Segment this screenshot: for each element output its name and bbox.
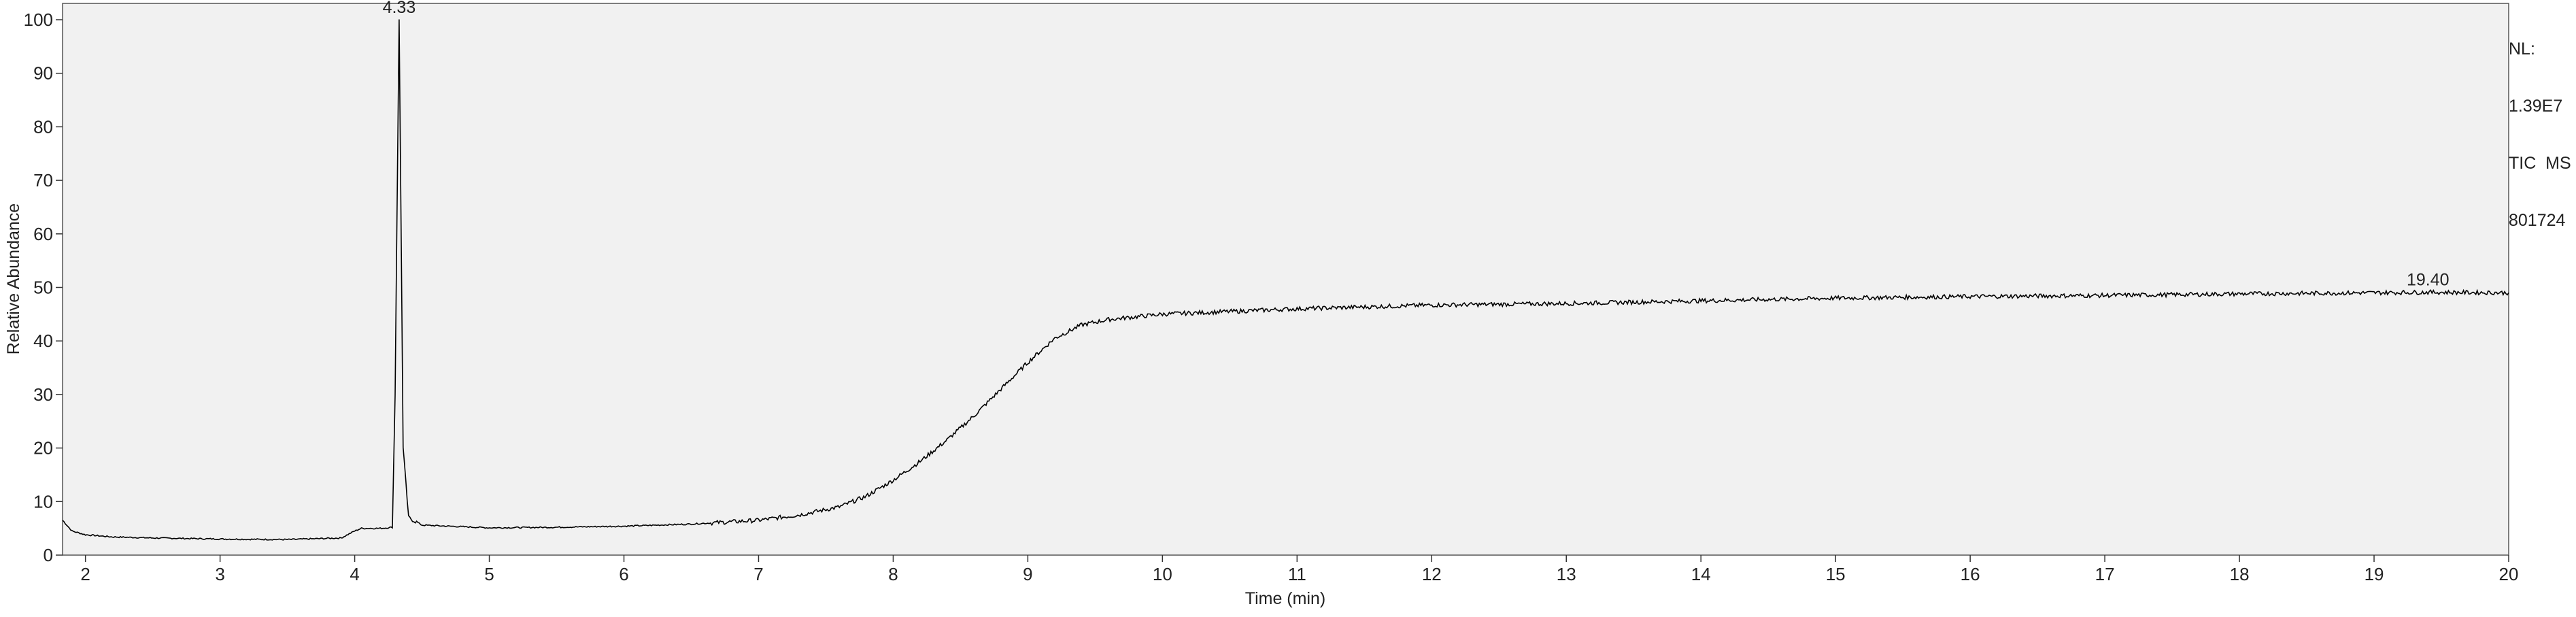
x-tick-label: 5 xyxy=(484,564,494,584)
nl-value: 1.39E7 xyxy=(2509,97,2563,116)
y-tick-label: 60 xyxy=(33,224,53,244)
y-axis-label: Relative Abundance xyxy=(4,203,23,354)
peak-label: 19.40 xyxy=(2407,271,2450,290)
x-tick-label: 10 xyxy=(1153,564,1172,584)
x-tick-label: 15 xyxy=(1826,564,1846,584)
x-axis-label: Time (min) xyxy=(1245,589,1326,608)
x-tick-label: 6 xyxy=(619,564,628,584)
x-tick-label: 19 xyxy=(2365,564,2384,584)
x-tick-label: 2 xyxy=(80,564,90,584)
nl-label: NL: xyxy=(2509,39,2535,59)
x-tick-label: 12 xyxy=(1422,564,1442,584)
x-tick-label: 8 xyxy=(888,564,898,584)
scan-type: TIC MS xyxy=(2509,154,2571,173)
x-tick-label: 20 xyxy=(2499,564,2519,584)
info-panel: NL: 1.39E7 TIC MS 801724 xyxy=(2509,1,2571,249)
x-tick-label: 7 xyxy=(753,564,763,584)
y-tick-label: 40 xyxy=(33,331,53,351)
y-tick-label: 50 xyxy=(33,278,53,298)
plot-area xyxy=(62,3,2509,556)
x-tick-label: 3 xyxy=(215,564,224,584)
x-tick-label: 16 xyxy=(1961,564,1980,584)
x-tick-label: 13 xyxy=(1557,564,1576,584)
y-tick-label: 70 xyxy=(33,170,53,190)
sample-id: 801724 xyxy=(2509,211,2566,230)
y-tick-label: 20 xyxy=(33,438,53,458)
y-tick-label: 30 xyxy=(33,384,53,405)
x-tick-label: 9 xyxy=(1023,564,1032,584)
x-tick-label: 14 xyxy=(1691,564,1711,584)
x-tick-label: 11 xyxy=(1288,564,1306,584)
y-tick-label: 10 xyxy=(33,491,53,512)
y-tick-label: 0 xyxy=(44,545,53,565)
tic-trace-line xyxy=(62,19,2509,541)
y-tick-label: 90 xyxy=(33,63,53,84)
x-tick-label: 4 xyxy=(350,564,359,584)
x-tick-label: 17 xyxy=(2095,564,2115,584)
peak-label: 4.33 xyxy=(383,0,416,17)
x-tick-label: 18 xyxy=(2230,564,2250,584)
y-tick-label: 100 xyxy=(24,10,53,30)
y-tick-label: 80 xyxy=(33,116,53,137)
